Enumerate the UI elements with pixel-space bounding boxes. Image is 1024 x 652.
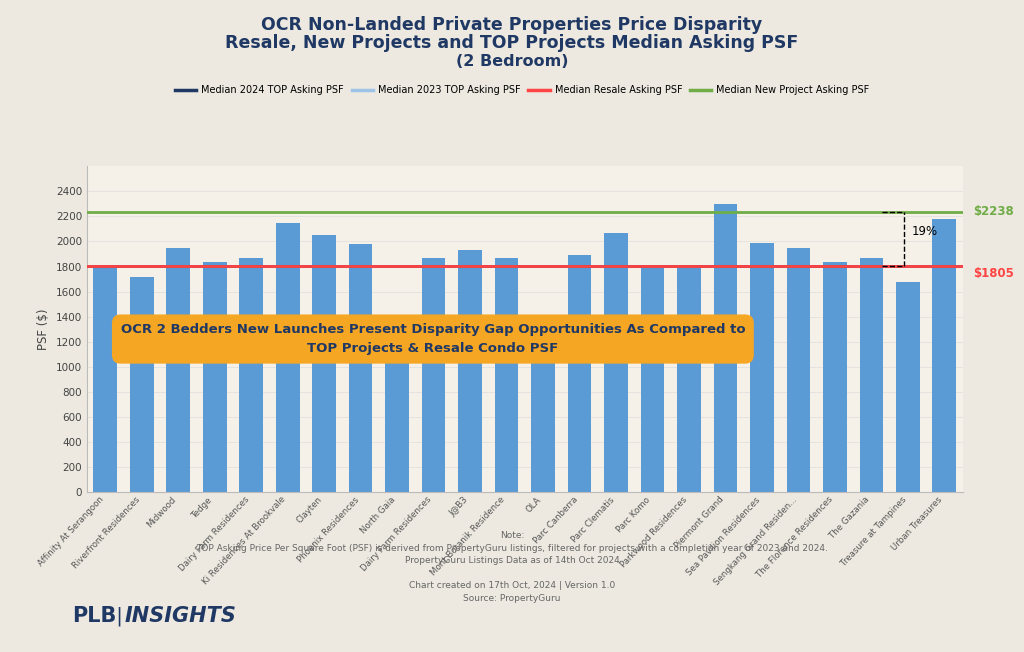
Bar <box>896 282 920 492</box>
Text: 19%: 19% <box>911 225 938 238</box>
Bar <box>641 268 665 492</box>
Text: $1805: $1805 <box>973 267 1014 280</box>
Text: OCR 2 Bedders New Launches Present Disparity Gap Opportunities As Compared to
TO: OCR 2 Bedders New Launches Present Dispa… <box>121 323 745 355</box>
Text: $2238: $2238 <box>973 205 1014 218</box>
Bar <box>422 258 445 492</box>
Text: INSIGHTS: INSIGHTS <box>125 606 237 626</box>
Bar <box>312 235 336 492</box>
Y-axis label: PSF ($): PSF ($) <box>37 308 50 350</box>
Text: PLB: PLB <box>72 606 116 626</box>
Bar <box>604 233 628 492</box>
Bar <box>823 261 847 492</box>
Text: Resale, New Projects and TOP Projects Median Asking PSF: Resale, New Projects and TOP Projects Me… <box>225 34 799 52</box>
Bar <box>495 258 518 492</box>
Bar <box>349 244 373 492</box>
Bar <box>786 248 810 492</box>
Bar <box>240 258 263 492</box>
Bar <box>933 219 956 492</box>
Bar <box>714 204 737 492</box>
Bar <box>750 243 774 492</box>
Bar <box>567 256 592 492</box>
Text: OCR Non-Landed Private Properties Price Disparity: OCR Non-Landed Private Properties Price … <box>261 16 763 35</box>
Bar <box>531 333 555 492</box>
Legend: Median 2024 TOP Asking PSF, Median 2023 TOP Asking PSF, Median Resale Asking PSF: Median 2024 TOP Asking PSF, Median 2023 … <box>171 81 873 99</box>
Text: |: | <box>110 606 129 626</box>
Bar <box>385 347 409 492</box>
Bar <box>130 276 154 492</box>
Bar <box>275 223 300 492</box>
Bar <box>166 248 190 492</box>
Text: Note:
TOP Asking Price Per Square Foot (PSF) is derived from PropertyGuru listin: Note: TOP Asking Price Per Square Foot (… <box>196 531 828 603</box>
Bar <box>203 261 226 492</box>
Bar <box>93 267 117 492</box>
Text: (2 Bedroom): (2 Bedroom) <box>456 54 568 69</box>
Bar <box>859 258 884 492</box>
Bar <box>458 250 482 492</box>
Bar <box>677 268 700 492</box>
